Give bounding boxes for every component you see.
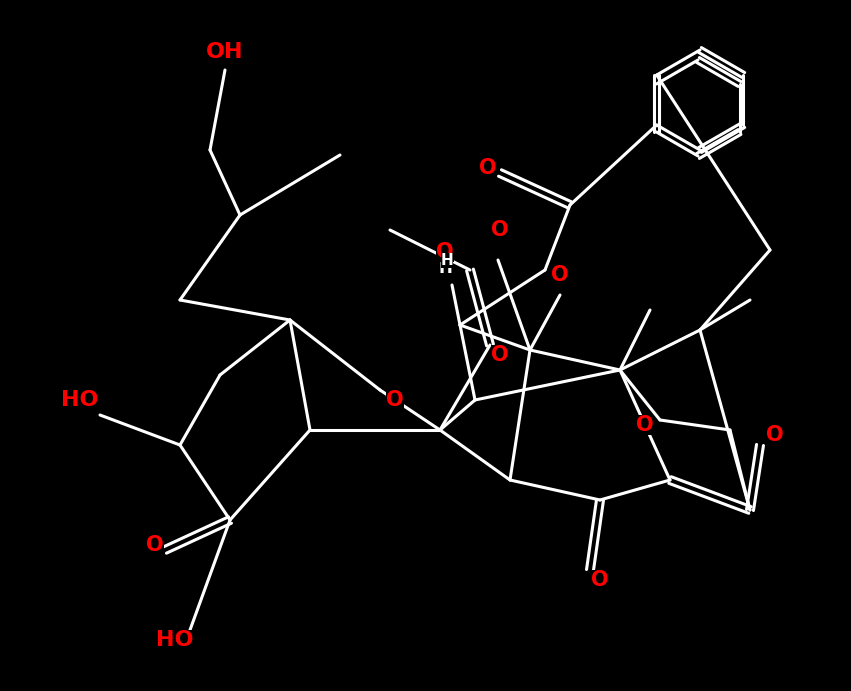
Text: O: O [637, 415, 654, 435]
Text: O: O [386, 390, 404, 410]
Text: O: O [437, 242, 454, 262]
Text: H: H [438, 259, 452, 277]
Text: HO: HO [61, 390, 99, 410]
Text: O: O [591, 570, 608, 590]
Text: O: O [491, 220, 509, 240]
Text: OH: OH [206, 42, 243, 62]
Text: O: O [551, 265, 568, 285]
Text: O: O [146, 535, 163, 555]
Text: O: O [479, 158, 497, 178]
Text: O: O [491, 345, 509, 365]
Text: HO: HO [157, 630, 194, 650]
Text: H: H [441, 252, 454, 267]
Text: O: O [766, 425, 784, 445]
